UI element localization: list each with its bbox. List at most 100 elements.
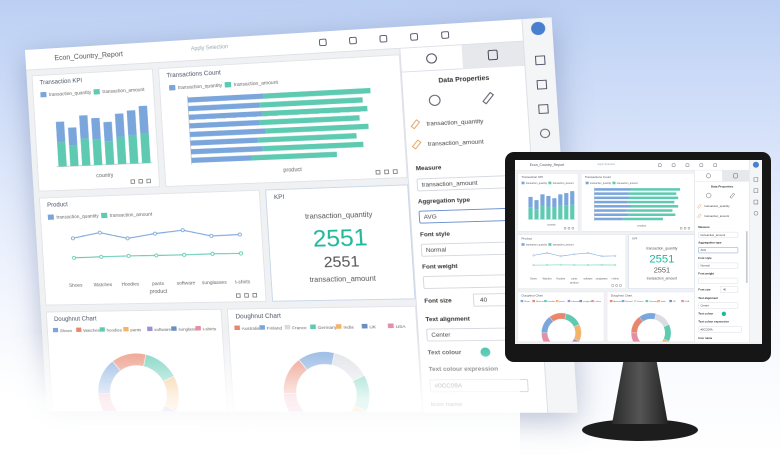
panel-tab — [722, 170, 750, 182]
bar-segment — [104, 141, 115, 165]
doughnut-segment — [549, 312, 567, 322]
bar-segment — [534, 200, 539, 210]
x-tick-label: pants — [152, 281, 165, 286]
legend-label: transaction_quantity — [178, 83, 223, 91]
bar-segment — [626, 209, 673, 212]
legend-label: India — [661, 301, 666, 303]
bar-segment — [534, 209, 539, 220]
legend-swatch — [40, 91, 47, 98]
line-point — [586, 251, 589, 254]
property-label: Font style — [698, 257, 712, 261]
card: Transactions Count transaction_quantity tr… — [580, 172, 695, 232]
bar-segment — [570, 204, 575, 220]
legend-label: Australia — [613, 300, 622, 303]
legend-label: transaction_quantity — [526, 182, 548, 185]
card-tool-icon — [567, 227, 571, 230]
legend-label: sunglasses — [178, 326, 201, 331]
doughnut-segment — [571, 338, 580, 342]
legend-swatch — [544, 299, 547, 303]
legend-label: transaction_quantity — [56, 213, 99, 219]
bar-segment — [528, 196, 533, 208]
properties-panel: Data Properties transaction_quantity trans… — [694, 170, 750, 342]
chart: transaction_quantity transaction_amountco… — [521, 181, 576, 226]
legend-label: transaction_amount — [617, 182, 638, 185]
x-axis-label: product — [150, 289, 169, 296]
x-axis-label: product — [638, 223, 647, 227]
card: Product transaction_quantity transaction_a… — [38, 189, 267, 306]
line-point — [600, 263, 603, 266]
card: KPI transaction_quantity 2551 2551 transacti… — [628, 234, 695, 289]
chart: transaction_quantity transaction_amountpr… — [585, 181, 681, 227]
kpi-label-top: transaction_quantity — [646, 246, 678, 251]
legend-label: hoodies — [107, 327, 123, 332]
tab-icon — [706, 173, 711, 179]
x-tick-label: Hoodies — [121, 281, 140, 287]
property-input: Center — [698, 302, 739, 309]
legend-label: pants — [130, 327, 141, 332]
bar-segment — [594, 192, 629, 195]
line-point — [559, 263, 562, 266]
legend-swatch — [633, 299, 637, 303]
bar-segment — [79, 115, 89, 139]
property-input — [698, 277, 739, 284]
legend-swatch — [609, 299, 613, 303]
bar-segment — [564, 205, 569, 220]
card: Transactions Count transaction_quantity tr… — [158, 54, 408, 187]
icon-rail — [748, 160, 762, 342]
legend-swatch — [520, 299, 524, 303]
x-tick-label: sunglasses — [596, 278, 609, 281]
bar-segment — [91, 117, 101, 140]
add-dimension-icon — [706, 192, 712, 199]
rail-icon — [753, 211, 759, 216]
legend-label: Finland — [267, 325, 283, 330]
legend-swatch — [621, 299, 625, 303]
add-measure-icon — [729, 192, 735, 199]
bar-segment — [629, 196, 679, 200]
bar-segment — [630, 188, 681, 191]
monitor-screen: Econ_Country_Report Apply Selection Transa… — [515, 160, 762, 344]
property-input: 40 — [719, 286, 739, 293]
x-tick-label: Shoes — [530, 278, 538, 281]
legend-label: Germany — [649, 300, 659, 303]
card: Doughnut Chart Australia Finland France Germ… — [606, 291, 695, 342]
legend-swatch — [657, 299, 661, 303]
legend-label: USA — [395, 324, 405, 330]
chart: transaction_quantity transaction_amountpr… — [168, 80, 371, 174]
property-label: Text colour expression — [698, 320, 729, 324]
bar-segment — [540, 194, 545, 206]
legend-label: software — [571, 300, 580, 303]
card-tool-icon — [571, 227, 574, 230]
bar-segment — [558, 194, 563, 206]
bar-segment — [546, 206, 551, 220]
legend-label: Shoes — [524, 301, 530, 303]
line-point — [614, 264, 617, 267]
line-point — [600, 255, 603, 258]
bottom-fade — [0, 330, 520, 455]
legend-label: India — [343, 324, 354, 329]
doughnut-segment — [661, 338, 670, 342]
bar-segment — [126, 110, 137, 136]
legend-swatch — [681, 299, 684, 303]
chart: transaction_quantity transaction_amountco… — [40, 87, 160, 179]
property-input: transaction_amount — [698, 231, 739, 238]
doughnut-segment — [541, 332, 551, 342]
legend-swatch — [567, 299, 571, 303]
doughnut-segment — [564, 313, 580, 328]
bar-segment — [628, 213, 676, 217]
legend-label: transaction_amount — [102, 87, 145, 94]
legend-label: transaction_amount — [553, 243, 574, 246]
legend-swatch — [532, 299, 535, 303]
legend-label: t-shirts — [203, 326, 217, 331]
chart: transaction_quantity transaction_amount Sh… — [521, 243, 620, 284]
bar-segment — [628, 192, 677, 195]
x-tick-label: Watches — [543, 278, 553, 281]
rail-icon — [753, 199, 759, 205]
field-icon — [697, 213, 702, 219]
line-point — [532, 254, 535, 257]
card-title: Transactions Count — [584, 175, 611, 179]
field-icon — [697, 204, 702, 209]
legend-label: UK — [673, 301, 677, 303]
legend-swatch — [76, 327, 82, 332]
bar-segment — [558, 205, 563, 220]
